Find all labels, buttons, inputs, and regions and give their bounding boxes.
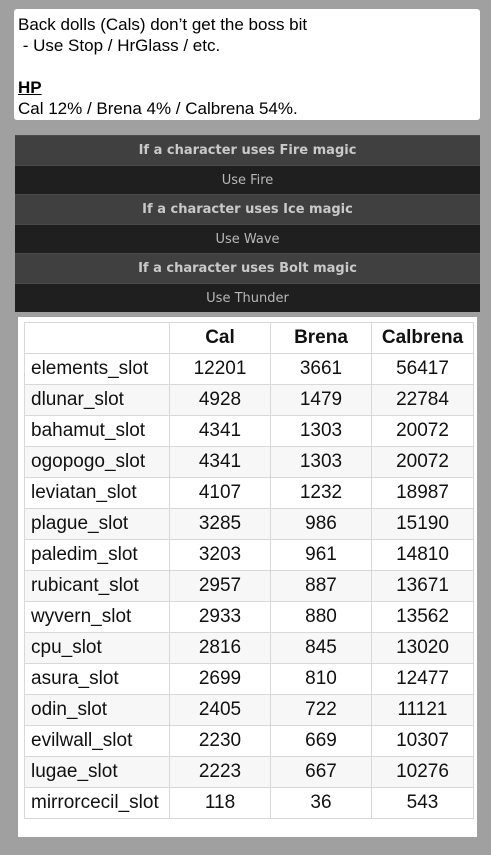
cal-cell: 4107	[169, 477, 271, 509]
table-row: cpu_slot 2816 845 13020	[24, 632, 474, 664]
header-calbrena: Calbrena	[371, 322, 474, 354]
table-header-row: Cal Brena Calbrena	[24, 322, 474, 354]
cal-cell: 2933	[169, 601, 271, 633]
cal-cell: 2957	[169, 570, 271, 602]
slot-name-cell: cpu_slot	[24, 632, 170, 664]
brena-cell: 986	[270, 508, 372, 540]
table-row: wyvern_slot 2933 880 13562	[24, 601, 474, 633]
brena-cell: 810	[270, 663, 372, 695]
magic-rules-list: If a character uses Fire magic Use Fire …	[15, 135, 480, 312]
slot-name-cell: asura_slot	[24, 663, 170, 695]
slot-name-cell: evilwall_slot	[24, 725, 170, 757]
slot-name-cell: rubicant_slot	[24, 570, 170, 602]
brena-cell: 887	[270, 570, 372, 602]
cal-cell: 3285	[169, 508, 271, 540]
calbrena-cell: 22784	[371, 384, 474, 416]
brena-cell: 36	[270, 787, 372, 819]
rule-condition-bolt: If a character uses Bolt magic	[15, 253, 480, 283]
table-row: asura_slot 2699 810 12477	[24, 663, 474, 695]
slot-name-cell: dlunar_slot	[24, 384, 170, 416]
cal-cell: 2223	[169, 756, 271, 788]
calbrena-cell: 13562	[371, 601, 474, 633]
brena-cell: 669	[270, 725, 372, 757]
hp-line: Cal 12% / Brena 4% / Calbrena 54%.	[18, 99, 298, 118]
calbrena-cell: 543	[371, 787, 474, 819]
table-row: bahamut_slot 4341 1303 20072	[24, 415, 474, 447]
rule-condition-ice: If a character uses Ice magic	[15, 194, 480, 224]
table-row: odin_slot 2405 722 11121	[24, 694, 474, 726]
cal-cell: 2699	[169, 663, 271, 695]
calbrena-cell: 13020	[371, 632, 474, 664]
slot-name-cell: elements_slot	[24, 353, 170, 385]
calbrena-cell: 10307	[371, 725, 474, 757]
rule-action-ice: Use Wave	[15, 223, 480, 253]
slot-name-cell: paledim_slot	[24, 539, 170, 571]
cal-cell: 3203	[169, 539, 271, 571]
hp-slot-table: Cal Brena Calbrena elements_slot 12201 366…	[24, 322, 474, 819]
slot-name-cell: ogopogo_slot	[24, 446, 170, 478]
cal-cell: 4341	[169, 415, 271, 447]
slot-name-cell: bahamut_slot	[24, 415, 170, 447]
rule-condition-fire: If a character uses Fire magic	[15, 135, 480, 165]
slot-name-cell: leviatan_slot	[24, 477, 170, 509]
slot-name-cell: plague_slot	[24, 508, 170, 540]
brena-cell: 961	[270, 539, 372, 571]
brena-cell: 1303	[270, 446, 372, 478]
table-row: rubicant_slot 2957 887 13671	[24, 570, 474, 602]
slot-name-cell: wyvern_slot	[24, 601, 170, 633]
header-slot	[24, 322, 170, 354]
brena-cell: 667	[270, 756, 372, 788]
calbrena-cell: 13671	[371, 570, 474, 602]
table-row: mirrorcecil_slot 118 36 543	[24, 787, 474, 819]
slot-name-cell: lugae_slot	[24, 756, 170, 788]
table-row: plague_slot 3285 986 15190	[24, 508, 474, 540]
calbrena-cell: 20072	[371, 446, 474, 478]
cal-cell: 4928	[169, 384, 271, 416]
brena-cell: 3661	[270, 353, 372, 385]
brena-cell: 722	[270, 694, 372, 726]
brena-cell: 880	[270, 601, 372, 633]
calbrena-cell: 20072	[371, 415, 474, 447]
table-row: evilwall_slot 2230 669 10307	[24, 725, 474, 757]
notes-panel: Back dolls (Cals) don’t get the boss bit…	[14, 9, 480, 120]
calbrena-cell: 14810	[371, 539, 474, 571]
cal-cell: 118	[169, 787, 271, 819]
slot-name-cell: odin_slot	[24, 694, 170, 726]
hp-heading: HP	[18, 78, 42, 97]
rule-action-fire: Use Fire	[15, 164, 480, 194]
calbrena-cell: 11121	[371, 694, 474, 726]
calbrena-cell: 18987	[371, 477, 474, 509]
brena-cell: 1232	[270, 477, 372, 509]
table-row: dlunar_slot 4928 1479 22784	[24, 384, 474, 416]
calbrena-cell: 12477	[371, 663, 474, 695]
slot-name-cell: mirrorcecil_slot	[24, 787, 170, 819]
brena-cell: 1303	[270, 415, 372, 447]
calbrena-cell: 15190	[371, 508, 474, 540]
table-row: lugae_slot 2223 667 10276	[24, 756, 474, 788]
brena-cell: 1479	[270, 384, 372, 416]
calbrena-cell: 10276	[371, 756, 474, 788]
cal-cell: 4341	[169, 446, 271, 478]
notes-line-2: - Use Stop / HrGlass / etc.	[18, 36, 221, 55]
table-row: leviatan_slot 4107 1232 18987	[24, 477, 474, 509]
notes-line-1: Back dolls (Cals) don’t get the boss bit	[18, 15, 308, 34]
cal-cell: 12201	[169, 353, 271, 385]
cal-cell: 2816	[169, 632, 271, 664]
cal-cell: 2405	[169, 694, 271, 726]
table-row: elements_slot 12201 3661 56417	[24, 353, 474, 385]
calbrena-cell: 56417	[371, 353, 474, 385]
hp-table-panel: Cal Brena Calbrena elements_slot 12201 366…	[18, 317, 477, 837]
table-row: paledim_slot 3203 961 14810	[24, 539, 474, 571]
header-cal: Cal	[169, 322, 271, 354]
brena-cell: 845	[270, 632, 372, 664]
cal-cell: 2230	[169, 725, 271, 757]
header-brena: Brena	[270, 322, 372, 354]
table-row: ogopogo_slot 4341 1303 20072	[24, 446, 474, 478]
rule-action-bolt: Use Thunder	[15, 282, 480, 312]
table-body: elements_slot 12201 3661 56417 dlunar_slot 49…	[24, 353, 474, 819]
